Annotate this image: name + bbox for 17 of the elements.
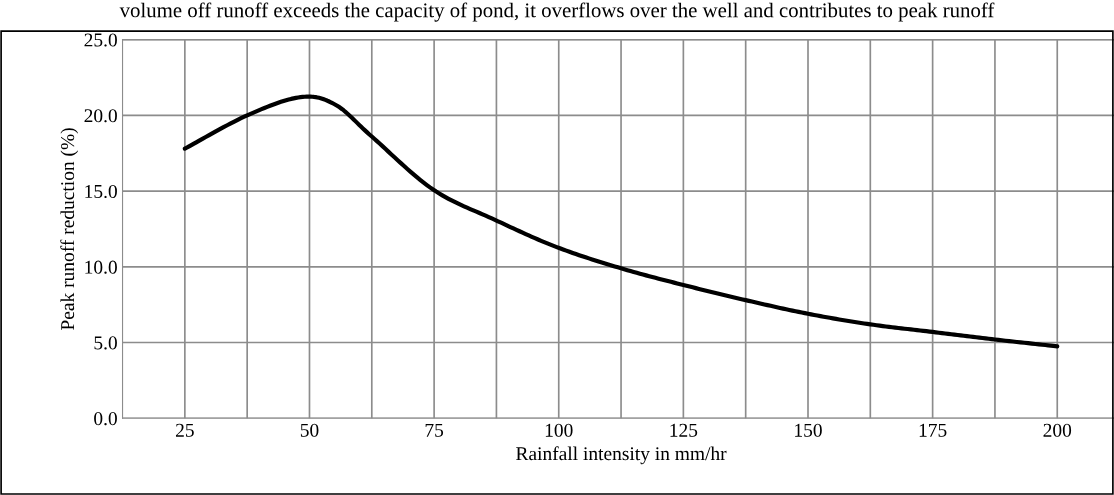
y-tick-label: 0.0 [94,412,117,426]
y-tick-label: 20.0 [84,109,117,123]
y-axis-title: Peak runoff reduction (%) [60,128,79,330]
x-tick-label: 150 [795,423,822,437]
y-tick-label: 10.0 [85,260,117,274]
x-tick-label: 175 [919,423,947,437]
x-tick-label: 50 [300,423,319,437]
y-tick-label: 25.0 [84,33,117,47]
x-axis-title: Rainfall intensity in mm/hr [516,446,727,465]
y-tick-label: 5.0 [94,336,117,350]
x-tick-label: 200 [1043,423,1072,437]
x-tick-label: 75 [425,423,444,437]
x-tick-label: 125 [670,423,698,437]
y-tick-label: 15.0 [85,184,117,199]
x-tick-label: 25 [175,423,194,437]
x-tick-label: 100 [545,423,573,437]
text: volume off runoff exceeds the capacity of pond, it overflows over the well and contributes to peak runoff [119,2,995,22]
